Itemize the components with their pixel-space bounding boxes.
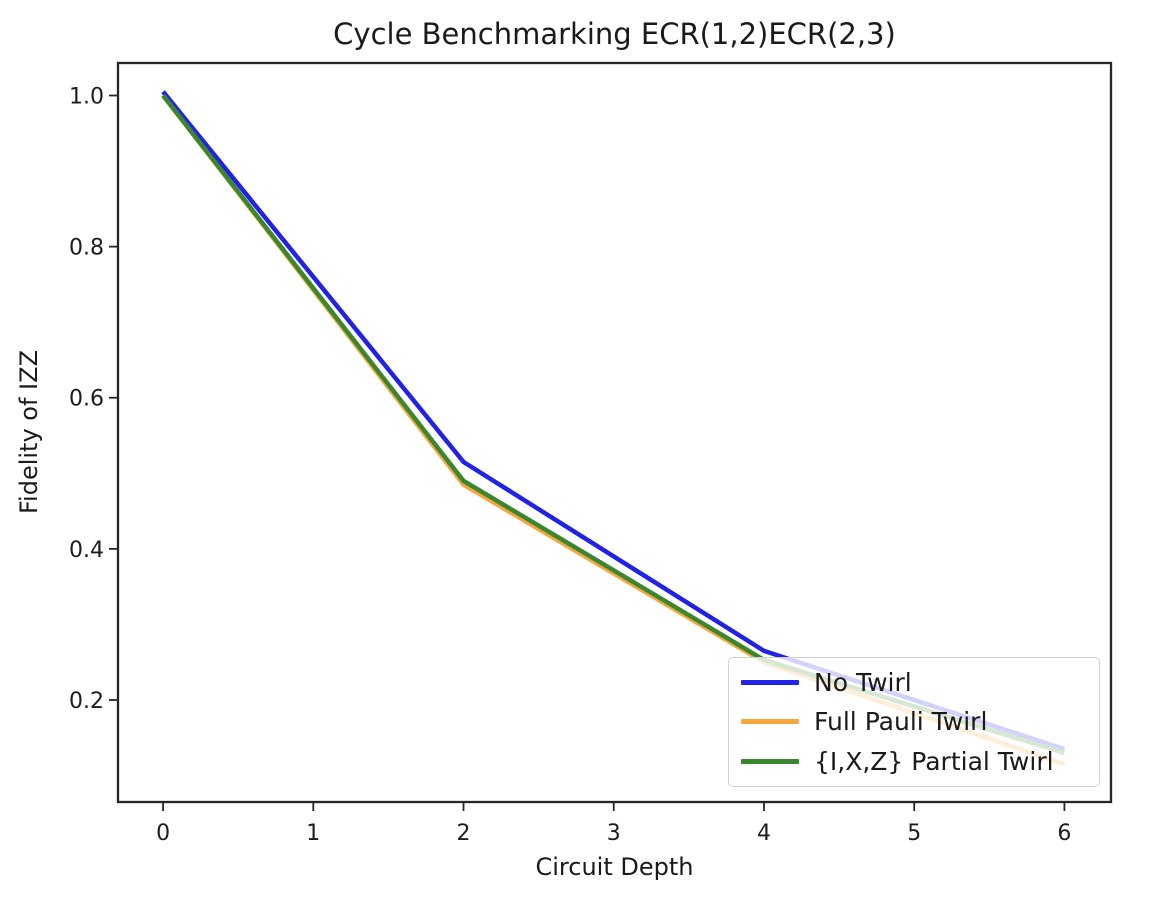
legend-swatch <box>741 680 799 686</box>
x-tick-label: 0 <box>156 821 170 846</box>
y-tick-label: 0.6 <box>69 387 104 412</box>
series-line-no-twirl <box>161 90 1066 752</box>
x-tick-label: 1 <box>306 821 320 846</box>
x-tick-label: 5 <box>907 821 921 846</box>
series-line-i-x-z-partial-twirl <box>161 94 1066 756</box>
legend-swatch <box>741 758 799 764</box>
legend-item-full-pauli-twirl: Full Pauli Twirl <box>741 707 1091 736</box>
y-tick-label: 1.0 <box>69 84 104 109</box>
y-axis-label: Fidelity of IZZ <box>15 349 43 515</box>
legend-swatch <box>741 719 799 725</box>
y-tick-label: 0.2 <box>69 689 104 714</box>
legend-item-label: {I,X,Z} Partial Twirl <box>814 746 1054 776</box>
y-tick-label: 0.4 <box>69 538 104 563</box>
legend-item-label: No Twirl <box>814 668 912 698</box>
y-tick-label: 0.8 <box>69 236 104 261</box>
legend-item-label: Full Pauli Twirl <box>814 707 988 737</box>
legend-item-no-twirl: No Twirl <box>741 668 1091 697</box>
x-tick-label: 2 <box>457 821 471 846</box>
x-tick-label: 3 <box>607 821 621 846</box>
x-tick-label: 6 <box>1057 821 1071 846</box>
x-tick-label: 4 <box>757 821 771 846</box>
x-axis-label: Circuit Depth <box>535 853 694 881</box>
chart-title: Cycle Benchmarking ECR(1,2)ECR(2,3) <box>333 17 896 51</box>
legend-item-i-x-z-partial-twirl: {I,X,Z} Partial Twirl <box>741 747 1091 776</box>
legend: No Twirl Full Pauli Twirl {I,X,Z} Partial … <box>728 657 1100 787</box>
